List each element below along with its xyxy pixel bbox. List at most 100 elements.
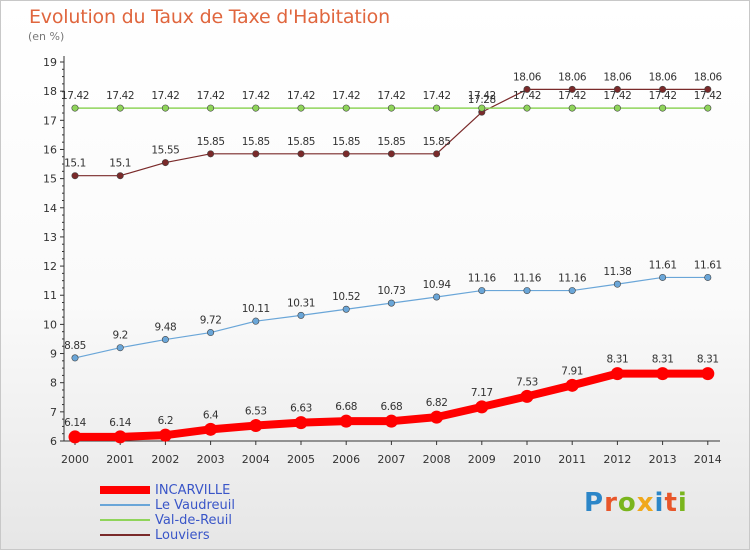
data-point xyxy=(475,400,489,414)
data-label: 18.06 xyxy=(694,71,723,83)
y-tick-label: 15 xyxy=(43,173,57,186)
legend-swatch xyxy=(100,534,150,536)
data-point xyxy=(71,354,79,362)
data-label: 17.42 xyxy=(151,90,179,102)
data-point xyxy=(568,85,576,93)
data-point xyxy=(387,104,395,112)
x-tick-label: 2010 xyxy=(513,453,541,466)
y-tick-label: 18 xyxy=(43,85,57,98)
data-label: 6.14 xyxy=(109,417,131,429)
data-point xyxy=(116,172,124,180)
data-point xyxy=(252,104,260,112)
data-label: 9.2 xyxy=(112,330,128,342)
data-point xyxy=(207,104,215,112)
data-label: 11.16 xyxy=(513,273,542,285)
data-point xyxy=(659,273,667,281)
x-tick-label: 2011 xyxy=(558,453,586,466)
data-label: 15.85 xyxy=(332,136,360,148)
data-point xyxy=(523,104,531,112)
y-tick-label: 11 xyxy=(43,289,57,302)
data-label: 17.42 xyxy=(332,90,360,102)
data-point xyxy=(161,159,169,167)
data-label: 18.06 xyxy=(603,71,632,83)
data-point xyxy=(297,104,305,112)
data-point xyxy=(433,293,441,301)
data-point xyxy=(701,367,715,381)
data-label: 10.73 xyxy=(377,285,405,297)
data-point xyxy=(433,104,441,112)
data-point xyxy=(204,422,218,436)
data-point xyxy=(252,317,260,325)
data-label: 9.48 xyxy=(155,322,177,334)
data-label: 7.17 xyxy=(471,387,493,399)
data-label: 6.63 xyxy=(290,403,312,415)
data-label: 8.31 xyxy=(697,354,719,366)
legend-label: INCARVILLE xyxy=(155,483,231,498)
x-tick-label: 2004 xyxy=(242,453,270,466)
data-point xyxy=(433,150,441,158)
data-point xyxy=(659,85,667,93)
y-tick-label: 6 xyxy=(50,435,57,448)
data-point xyxy=(387,150,395,158)
data-point xyxy=(342,305,350,313)
x-tick-label: 2009 xyxy=(468,453,496,466)
data-point xyxy=(565,378,579,392)
x-tick-label: 2014 xyxy=(694,453,722,466)
data-label: 17.42 xyxy=(287,90,315,102)
x-tick-label: 2006 xyxy=(332,453,360,466)
data-point xyxy=(523,287,531,295)
data-point xyxy=(613,85,621,93)
data-label: 6.68 xyxy=(381,401,403,413)
logo-letter: P xyxy=(584,488,605,518)
data-point xyxy=(339,414,353,428)
data-point xyxy=(294,416,308,430)
data-label: 15.85 xyxy=(377,136,405,148)
data-point xyxy=(656,367,670,381)
data-label: 11.61 xyxy=(649,259,677,271)
data-point xyxy=(68,430,82,444)
data-point xyxy=(478,104,486,112)
y-tick-label: 7 xyxy=(50,406,57,419)
x-tick-label: 2000 xyxy=(61,453,89,466)
y-tick-label: 12 xyxy=(43,260,57,273)
data-point xyxy=(297,150,305,158)
data-point xyxy=(568,287,576,295)
data-point xyxy=(207,150,215,158)
data-point xyxy=(704,85,712,93)
data-label: 10.31 xyxy=(287,297,315,309)
data-label: 17.42 xyxy=(558,90,586,102)
data-label: 6.53 xyxy=(245,406,267,418)
legend-swatch xyxy=(100,519,150,521)
data-label: 17.42 xyxy=(513,90,541,102)
x-tick-label: 2008 xyxy=(423,453,451,466)
logo-letter: o xyxy=(617,488,637,518)
data-label: 8.85 xyxy=(64,340,86,352)
data-label: 17.42 xyxy=(423,90,451,102)
data-label: 17.42 xyxy=(106,90,134,102)
legend-swatch xyxy=(100,486,150,494)
data-label: 15.55 xyxy=(151,145,179,157)
data-point xyxy=(113,430,127,444)
data-label: 17.42 xyxy=(694,90,722,102)
y-tick-label: 8 xyxy=(50,377,57,390)
data-label: 7.53 xyxy=(516,376,538,388)
data-label: 17.42 xyxy=(649,90,677,102)
data-label: 15.85 xyxy=(242,136,270,148)
data-label: 6.4 xyxy=(203,409,219,421)
data-point xyxy=(568,104,576,112)
x-tick-label: 2002 xyxy=(151,453,179,466)
y-tick-label: 14 xyxy=(43,202,57,215)
y-tick-label: 10 xyxy=(43,318,57,331)
data-point xyxy=(478,287,486,295)
logo-letter: r xyxy=(604,488,618,518)
legend-label: Le Vaudreuil xyxy=(155,498,236,513)
data-label: 18.06 xyxy=(558,71,587,83)
x-tick-label: 2007 xyxy=(377,453,405,466)
data-label: 10.94 xyxy=(423,279,452,291)
y-tick-label: 19 xyxy=(43,56,57,69)
series-line-louviers xyxy=(74,88,709,177)
data-label: 7.91 xyxy=(561,365,583,377)
data-label: 11.38 xyxy=(603,266,631,278)
data-point xyxy=(116,104,124,112)
